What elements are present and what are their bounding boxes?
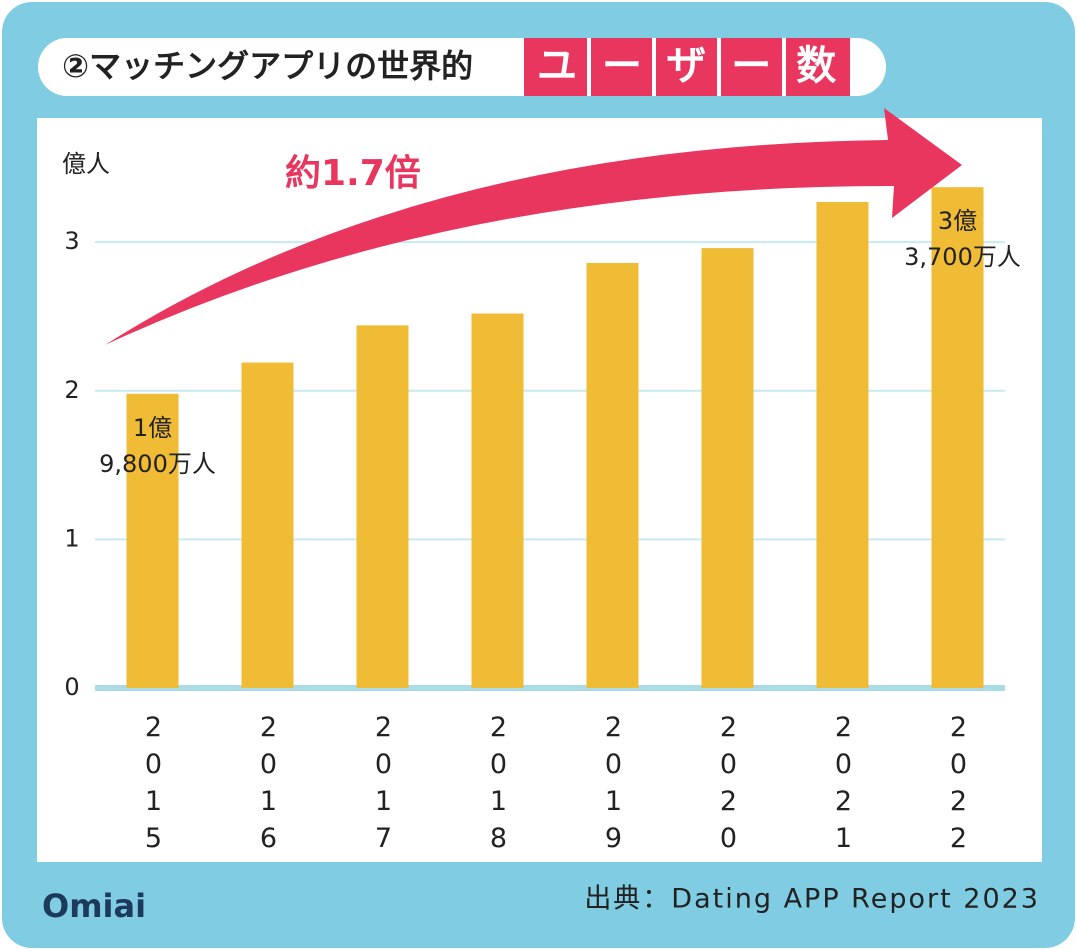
bar: [586, 262, 639, 688]
bar: [471, 313, 524, 688]
growth-arrow: [105, 108, 962, 345]
bar: [241, 362, 294, 688]
value-label: 9,800万人: [99, 450, 216, 478]
x-tick-label: 2022: [943, 712, 974, 860]
y-tick-label: 1: [64, 524, 79, 552]
bar: [931, 187, 984, 689]
annotation: 約1.7倍: [285, 153, 421, 194]
y-tick-label: 2: [64, 376, 79, 404]
chart-title: ②マッチングアプリの世界的: [62, 47, 473, 85]
x-tick-label: 2015: [138, 712, 169, 860]
x-tick-label: 2018: [483, 712, 514, 860]
value-label: 3億: [938, 207, 977, 235]
x-tick-label: 2020: [713, 712, 744, 860]
value-label: 1億: [133, 414, 172, 442]
title-dividers: [587, 38, 786, 96]
x-tick-label: 2016: [253, 712, 284, 860]
bar: [356, 325, 409, 688]
x-tick-label: 2021: [828, 712, 859, 860]
x-tick-label: 2017: [368, 712, 399, 860]
bar: [701, 248, 754, 688]
bar: [126, 393, 179, 688]
y-tick-label: 0: [64, 673, 79, 701]
bar: [816, 202, 869, 688]
source: 出典：Dating APP Report 2023: [584, 884, 1040, 915]
plot-panel: [37, 118, 1042, 862]
y-tick-label: 3: [64, 227, 79, 255]
y-axis-label: 億人: [62, 150, 110, 178]
value-label: 3,700万人: [904, 243, 1021, 271]
brand-logo: Omiai: [42, 887, 146, 925]
title-highlight-box: [524, 38, 850, 96]
chart-title-highlight: ユーザー数: [537, 43, 861, 89]
x-tick-label: 2019: [598, 712, 629, 860]
